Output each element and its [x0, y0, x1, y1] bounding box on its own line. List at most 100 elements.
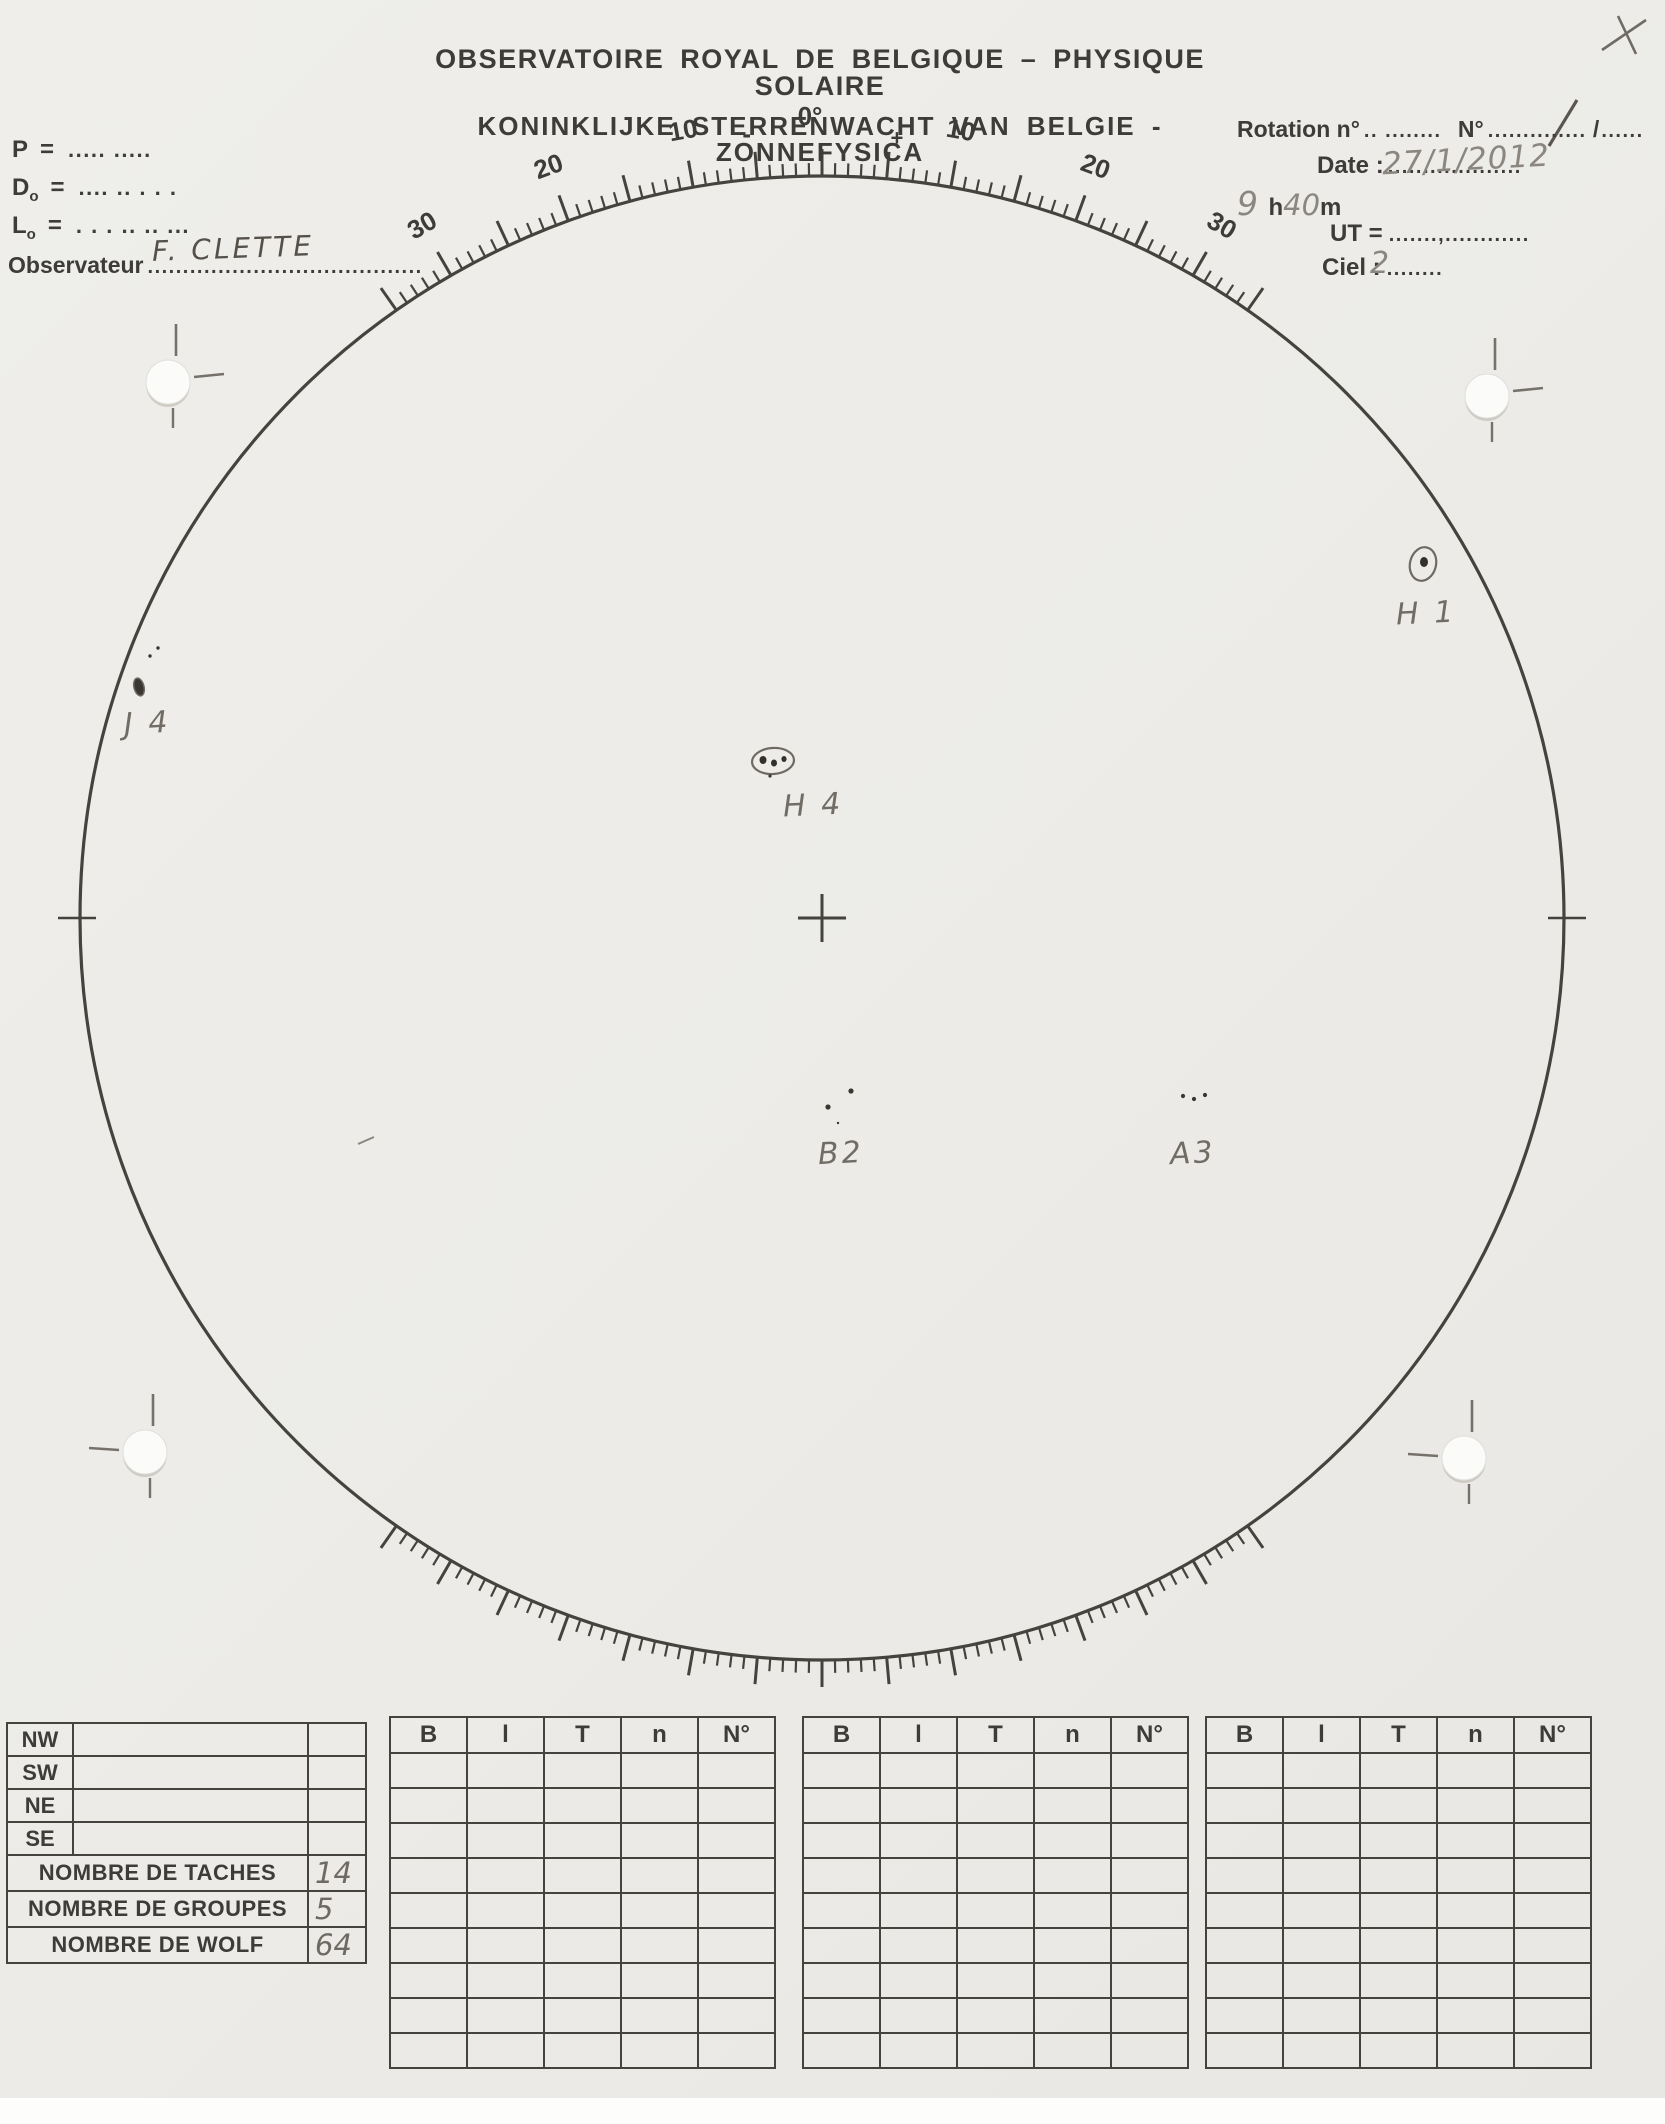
ruler-tick	[495, 1589, 510, 1616]
ruler-tick	[436, 1559, 453, 1585]
group-table-empty-cell	[466, 1997, 545, 2034]
time-minute-value: 40	[1283, 188, 1321, 222]
punch-hole	[122, 1429, 168, 1475]
group-table-empty-cell	[802, 1962, 881, 1999]
ruler-tick	[885, 1657, 891, 1685]
ruler-tick	[872, 1658, 876, 1672]
group-table-empty-cell	[879, 1927, 958, 1964]
quadrant-extra-cell	[307, 1821, 367, 1856]
ruler-tick	[1074, 1614, 1087, 1642]
ruler-tick	[455, 1566, 464, 1579]
ruler-tick	[1225, 284, 1235, 297]
group-table-empty-cell	[1359, 1997, 1438, 2034]
group-table-empty-cell	[802, 1857, 881, 1894]
group-table-empty-cell	[1513, 1997, 1592, 2034]
ruler-tick	[753, 151, 759, 179]
group-table-header-N°: N°	[697, 1716, 776, 1754]
group-table-empty-cell	[879, 1997, 958, 2034]
ruler-tick	[1236, 291, 1246, 304]
group-table-empty-cell	[466, 1787, 545, 1824]
observer-signature: F. CLETTE	[151, 229, 315, 268]
ruler-tick	[600, 1627, 607, 1641]
ruler-tick	[1191, 251, 1208, 277]
sunspot-umbra-H4	[781, 756, 787, 762]
group-table-empty-cell	[697, 1752, 776, 1789]
group-table-empty-cell	[543, 1752, 622, 1789]
group-table-empty-cell	[620, 1927, 699, 1964]
ruler-tick	[1074, 194, 1087, 222]
ruler-tick	[1012, 174, 1023, 202]
date-label: Date :	[1317, 152, 1384, 179]
group-table-header-T: T	[1359, 1716, 1438, 1754]
sunspot-label-A3: A3	[1169, 1134, 1217, 1173]
ruler-tick	[1110, 222, 1119, 236]
ruler-tick	[557, 194, 570, 222]
group-table-empty-cell	[802, 1892, 881, 1929]
group-table-empty-cell	[1205, 1927, 1284, 1964]
quadrant-extra-cell	[307, 1755, 367, 1790]
group-table-empty-cell	[1205, 1892, 1284, 1929]
ruler-tick	[1225, 1539, 1235, 1552]
ruler-tick	[1180, 257, 1189, 270]
group-table-empty-cell	[802, 1752, 881, 1789]
quadrant-label-NW: NW	[6, 1722, 74, 1757]
ruler-tick	[1146, 1584, 1154, 1598]
sunspot-pore-J4	[148, 654, 152, 658]
ruler-tick	[490, 238, 498, 252]
group-table-empty-cell	[956, 1997, 1035, 2034]
ruler-tick	[715, 1652, 720, 1666]
group-table-empty-cell	[1513, 1962, 1592, 1999]
sunspot-label-J4: J 4	[123, 704, 172, 743]
group-table-empty-cell	[543, 1962, 622, 1999]
observer-field: Observateur.............................…	[8, 252, 423, 278]
ruler-tick	[781, 1658, 785, 1673]
group-table-empty-cell	[1436, 1857, 1515, 1894]
group-table-empty-cell	[1205, 1962, 1284, 1999]
p-label: P	[12, 136, 29, 163]
group-table-empty-cell	[1110, 1787, 1189, 1824]
group-table-empty-cell	[466, 2032, 545, 2069]
group-table-empty-cell	[1205, 1822, 1284, 1859]
group-table-empty-cell	[1436, 2032, 1515, 2069]
p-field: P =..... .....	[12, 136, 152, 163]
group-table-header-n: n	[620, 1716, 699, 1754]
ruler-tick	[1146, 238, 1154, 252]
group-table-empty-cell	[389, 1997, 468, 2034]
group-table-empty-cell	[620, 2032, 699, 2069]
quadrant-extra-cell	[307, 1722, 367, 1757]
ruler-tick	[575, 203, 582, 217]
group-table-empty-cell	[1359, 1822, 1438, 1859]
ruler-tick	[936, 172, 942, 186]
time-hour-value: 9	[1237, 184, 1258, 223]
ruler-tick	[478, 244, 487, 258]
group-table-header-l: l	[466, 1716, 545, 1754]
ruler-tick	[651, 1640, 657, 1654]
group-table-empty-cell	[466, 1822, 545, 1859]
group-table-header-N°: N°	[1513, 1716, 1592, 1754]
group-table-empty-cell	[802, 1927, 881, 1964]
group-table-empty-cell	[1205, 1857, 1284, 1894]
p-value-dots: ..... .....	[68, 137, 152, 162]
group-table-empty-cell	[466, 1962, 545, 1999]
count-label: NOMBRE DE TACHES	[6, 1854, 309, 1892]
group-table-empty-cell	[389, 1857, 468, 1894]
ruler-tick	[686, 1648, 695, 1676]
ruler-tick	[768, 164, 772, 178]
group-table-empty-cell	[1359, 1892, 1438, 1929]
title-line-fr: OBSERVATOIRE ROYAL DE BELGIQUE – PHYSIQU…	[435, 44, 1205, 101]
group-table-empty-cell	[543, 1997, 622, 2034]
sunspot-pore-A3	[1191, 1096, 1197, 1102]
ruler-tick	[525, 222, 534, 236]
sunspot-umbra-H4	[771, 759, 777, 767]
ruler-tick	[587, 1623, 594, 1637]
ruler-tick	[911, 168, 916, 182]
ruler-tick	[936, 1650, 942, 1664]
ruler-tick	[702, 172, 708, 186]
group-table-empty-cell	[956, 1787, 1035, 1824]
group-table-empty-cell	[879, 1857, 958, 1894]
group-table-empty-cell	[697, 1822, 776, 1859]
group-table-empty-cell	[1436, 1997, 1515, 2034]
ruler-tick	[420, 1546, 430, 1559]
group-table-empty-cell	[620, 1892, 699, 1929]
